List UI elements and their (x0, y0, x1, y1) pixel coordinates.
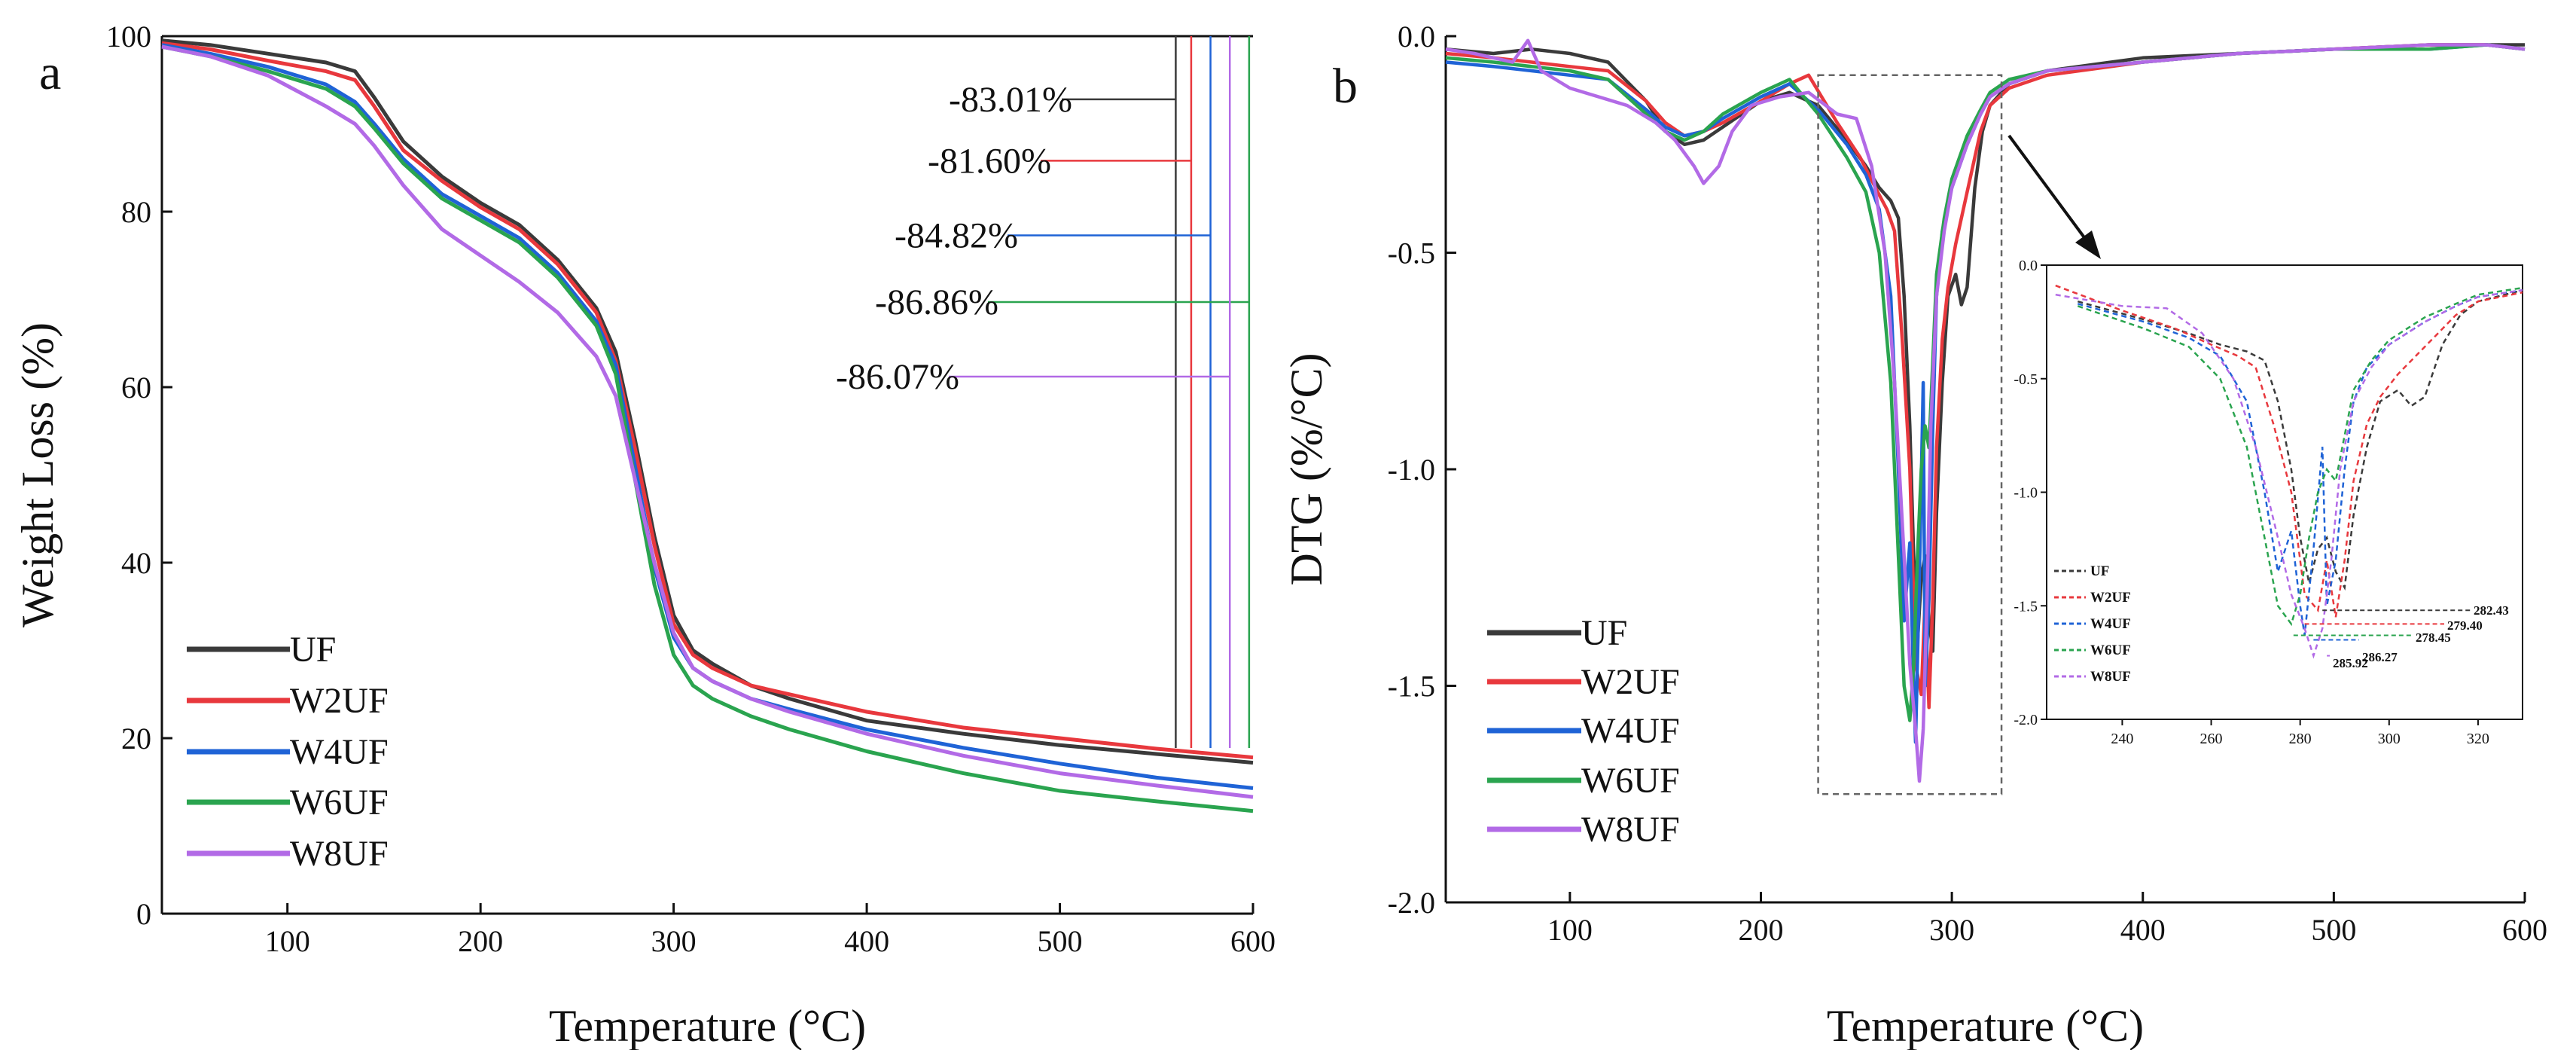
zoom-region-box (1817, 74, 2003, 795)
inset-peak-label: 285.92 (2333, 656, 2368, 670)
y-tick-label: -1.5 (1388, 670, 1435, 704)
y-tick-label: 20 (121, 722, 151, 755)
x-tick-label: 200 (458, 924, 503, 958)
y-tick-label: 80 (121, 195, 151, 229)
y-tick-label: -0.5 (1388, 237, 1435, 270)
legend-label: UF (1581, 613, 1627, 653)
series-line-w6uf (161, 44, 1254, 813)
series-line-uf (161, 38, 1254, 765)
legend-label: W2UF (290, 681, 389, 721)
inset-peak-label: 286.27 (2362, 650, 2398, 664)
legend-label: UF (290, 630, 336, 670)
legend-label: W6UF (1581, 761, 1680, 801)
annotation-label: -86.86% (875, 282, 998, 322)
inset-x-tick-label: 280 (2289, 731, 2312, 747)
inset-series-line-w4uf (2077, 288, 2523, 636)
x-axis-title: Temperature (°C) (1827, 1001, 2144, 1050)
x-tick-label: 600 (1230, 924, 1276, 958)
annotation-label: -83.01% (949, 80, 1072, 120)
y-axis-title: DTG (%/°C) (1282, 353, 1331, 586)
x-tick-label: 400 (844, 924, 889, 958)
y-tick-label: 100 (106, 20, 151, 53)
inset-x-tick-label: 320 (2467, 731, 2489, 747)
zoom-arrow-head (2075, 230, 2101, 259)
annotation-label: -86.07% (836, 357, 959, 397)
inset-y-tick-label: -2.0 (2014, 712, 2038, 728)
series-line-w4uf (161, 43, 1254, 790)
inset-series-line-w2uf (2055, 284, 2523, 618)
inset-y-tick-label: -1.5 (2014, 598, 2038, 615)
inset-chart: 240 260 280 300 320 0.0 -0.5 -1.0 -1.5 -2.0 UF W2UF… (2014, 258, 2523, 747)
inset-y-tick-label: -1.0 (2014, 485, 2038, 502)
y-tick-label: 0.0 (1398, 20, 1435, 53)
inset-frame (2046, 264, 2523, 720)
inset-legend-label: UF (2090, 563, 2109, 579)
inset-series-line-w6uf (2077, 286, 2523, 627)
y-tick-label: 40 (121, 546, 151, 580)
x-tick-label: 500 (1038, 924, 1083, 958)
zoom-arrow-line (2007, 134, 2087, 241)
inset-peak-label: 279.40 (2447, 618, 2483, 633)
series-line-w8uf (1445, 38, 2526, 783)
annotation-label: -81.60% (928, 141, 1051, 181)
inset-x-tick-label: 240 (2111, 731, 2133, 747)
x-tick-label: 300 (1929, 913, 1974, 947)
annotation-label: -84.82% (895, 215, 1018, 255)
legend-label: W2UF (1581, 662, 1680, 702)
panel-label-b: b (1333, 59, 1358, 114)
y-tick-label: 0 (136, 897, 151, 931)
series-line-w8uf (161, 44, 1254, 799)
x-tick-label: 200 (1738, 913, 1783, 947)
x-tick-label: 100 (265, 924, 310, 958)
x-tick-label: 500 (2311, 913, 2356, 947)
x-axis-title: Temperature (°C) (549, 1001, 866, 1050)
legend-label: W8UF (1581, 810, 1680, 850)
inset-legend-label: W8UF (2090, 669, 2131, 685)
inset-series-line-uf (2077, 288, 2523, 591)
inset-legend-label: W2UF (2090, 590, 2131, 606)
legend-label: W4UF (1581, 711, 1680, 751)
y-tick-label: -1.0 (1388, 453, 1435, 487)
y-tick-label: 60 (121, 371, 151, 404)
inset-x-tick-label: 260 (2200, 731, 2223, 747)
y-tick-label: -2.0 (1388, 886, 1435, 920)
x-tick-label: 400 (2120, 913, 2166, 947)
panel-b-dtg-chart: 100 200 300 400 500 600 0.0 -0.5 -1.0 -1.5 -2.0 Tem… (1282, 20, 2547, 1050)
x-tick-label: 300 (651, 924, 697, 958)
legend-label: W8UF (290, 834, 389, 874)
inset-x-tick-label: 300 (2378, 731, 2401, 747)
inset-series-line-w8uf (2055, 288, 2523, 659)
inset-y-tick-label: 0.0 (2019, 258, 2038, 274)
inset-y-tick-label: -0.5 (2014, 371, 2038, 388)
x-tick-label: 600 (2502, 913, 2547, 947)
series-line-w2uf (1445, 43, 2526, 710)
panel-a-weight-loss-chart: 100 200 300 400 500 600 0 20 40 60 80 100 Temperatur… (13, 20, 1276, 1050)
inset-legend-label: W6UF (2090, 643, 2131, 658)
legend-label: W4UF (290, 732, 389, 772)
panel-label-a: a (39, 45, 61, 100)
y-axis-title: Weight Loss (%) (13, 322, 62, 627)
inset-peak-label: 278.45 (2416, 630, 2451, 645)
x-tick-label: 100 (1547, 913, 1593, 947)
inset-legend-label: W4UF (2090, 616, 2131, 632)
inset-peak-label: 282.43 (2474, 603, 2509, 618)
legend-label: W6UF (290, 783, 389, 823)
